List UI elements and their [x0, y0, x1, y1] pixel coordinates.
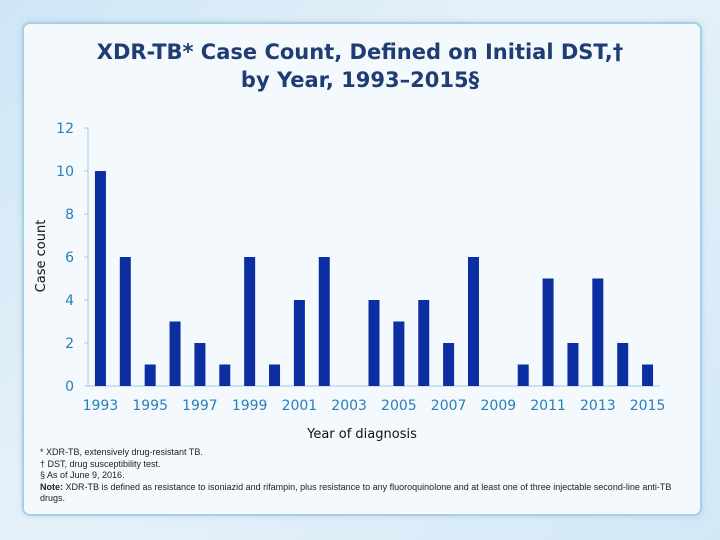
bar-1994: [119, 257, 131, 386]
x-tick-label: 2009: [481, 398, 517, 414]
footnote-dagger: † DST, drug susceptibility test.: [40, 458, 161, 469]
bar-2015: [642, 364, 654, 386]
bar-2004: [368, 300, 380, 386]
bar-2005: [393, 321, 405, 386]
bar-1996: [169, 321, 181, 386]
bar-2001: [293, 300, 305, 386]
x-axis-label: Year of diagnosis: [306, 427, 417, 442]
x-tick-label: 2001: [282, 398, 318, 414]
x-tick-label: 2013: [580, 398, 616, 414]
x-tick-label: 2003: [331, 398, 367, 414]
x-tick-label: 1999: [232, 398, 268, 414]
bar-1997: [194, 343, 206, 386]
y-tick-label: 6: [65, 250, 74, 266]
y-axis-label: Case count: [34, 220, 49, 293]
bar-2000: [269, 364, 281, 386]
bar-1995: [144, 364, 156, 386]
bar-2008: [467, 257, 479, 386]
y-tick-label: 2: [65, 336, 74, 352]
chart-title: XDR-TB* Case Count, Defined on Initial D…: [22, 38, 698, 94]
x-tick-label: 1995: [132, 398, 168, 414]
x-tick-label: 2005: [381, 398, 417, 414]
footnotes: * XDR-TB, extensively drug-resistant TB.…: [40, 447, 695, 505]
bar-1998: [219, 364, 231, 386]
bar-2002: [318, 257, 330, 386]
x-tick-label: 1997: [182, 398, 218, 414]
y-tick-label: 0: [65, 379, 74, 395]
y-tick-label: 8: [65, 207, 74, 223]
y-tick-label: 4: [65, 293, 74, 309]
footnote-section: § As of June 9, 2016.: [40, 470, 125, 480]
bar-2013: [592, 278, 604, 386]
footnote-asterisk: * XDR-TB, extensively drug-resistant TB.: [40, 447, 203, 457]
footnote-note-label: Note:: [40, 481, 63, 492]
footnote-note: Note: XDR-TB is defined as resistance to…: [40, 482, 695, 505]
bar-2010: [517, 364, 529, 386]
bar-2011: [542, 278, 554, 386]
x-tick-label: 2011: [530, 398, 566, 414]
x-tick-label: 1993: [83, 398, 119, 414]
y-tick-label: 10: [56, 164, 74, 180]
bar-1999: [244, 257, 256, 386]
bar-1993: [94, 171, 106, 386]
chart-title-line-1: XDR-TB* Case Count, Defined on Initial D…: [96, 40, 624, 64]
x-tick-label: 2007: [431, 398, 467, 414]
chart-title-line-2: by Year, 1993–2015§: [240, 68, 480, 92]
bar-2014: [617, 343, 629, 386]
y-tick-label: 12: [56, 121, 74, 137]
bar-2006: [418, 300, 430, 386]
x-tick-label: 2015: [630, 398, 666, 414]
bar-2012: [567, 343, 579, 386]
slide-panel: [22, 22, 702, 516]
bar-2007: [443, 343, 455, 386]
footnote-note-text: XDR-TB is defined as resistance to isoni…: [40, 481, 672, 504]
